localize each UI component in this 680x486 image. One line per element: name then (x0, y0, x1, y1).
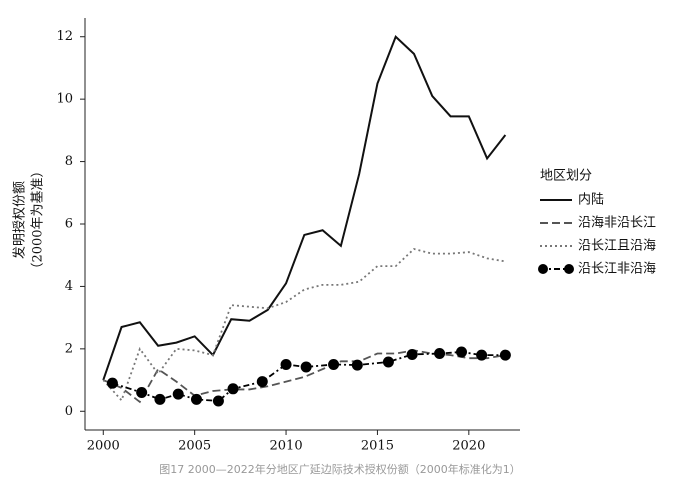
legend-label: 沿长江且沿海 (578, 239, 656, 254)
legend-title: 地区划分 (540, 169, 592, 184)
x-tick-label: 2010 (270, 439, 303, 454)
series-line (102, 34, 507, 381)
legend-marker (538, 264, 548, 274)
series-marker (172, 388, 184, 400)
series-marker (476, 349, 488, 361)
x-tick-label: 2020 (452, 439, 485, 454)
y-tick-label: 0 (65, 404, 73, 419)
series-line (112, 351, 506, 402)
legend-label: 沿长江非沿海 (578, 262, 656, 277)
series-marker (190, 393, 202, 405)
series-marker (499, 349, 511, 361)
legend-label: 内陆 (578, 192, 604, 208)
series-marker (382, 356, 394, 368)
series-line (102, 247, 506, 403)
series-marker (212, 395, 224, 407)
x-tick-label: 2005 (178, 439, 211, 454)
y-axis-label-sub: （2000年为基准） (31, 164, 46, 275)
series-marker (280, 358, 292, 370)
caption: 图17 2000—2022年分地区广延边际技术授权份额（2000年标准化为1） (159, 462, 520, 476)
series-line (102, 349, 506, 404)
x-tick-label: 2015 (361, 439, 394, 454)
y-tick-label: 8 (65, 154, 73, 169)
y-axis-label: 发明授权份额 (12, 181, 28, 259)
legend-marker (564, 264, 574, 274)
series-marker (300, 361, 312, 373)
y-tick-label: 4 (65, 279, 73, 294)
series-marker (434, 348, 446, 360)
series-marker (136, 387, 148, 399)
y-tick-label: 10 (56, 92, 73, 107)
series-marker (227, 383, 239, 395)
series-marker (106, 377, 118, 389)
series-marker (328, 358, 340, 370)
y-tick-label: 12 (56, 29, 73, 44)
y-tick-label: 6 (65, 217, 73, 232)
series-marker (351, 359, 363, 371)
series-marker (256, 376, 268, 388)
y-tick-label: 2 (65, 341, 73, 356)
series-marker (456, 346, 468, 358)
series-marker (406, 348, 418, 360)
legend-label: 沿海非沿长江 (578, 216, 656, 231)
series-marker (154, 393, 166, 405)
x-tick-label: 2000 (87, 439, 120, 454)
